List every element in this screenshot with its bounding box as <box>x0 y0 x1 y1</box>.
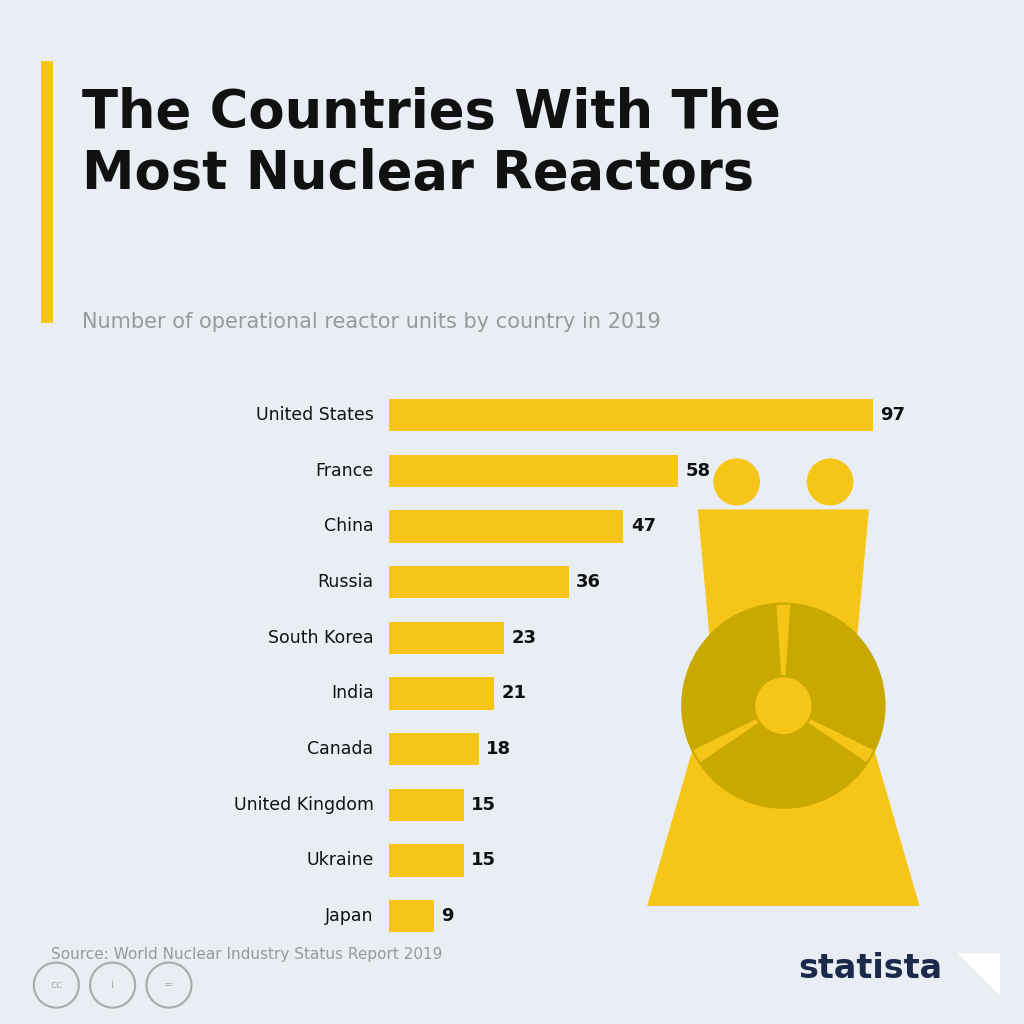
Text: Japan: Japan <box>325 907 374 925</box>
Text: Number of operational reactor units by country in 2019: Number of operational reactor units by c… <box>82 312 660 333</box>
Text: i: i <box>111 980 115 990</box>
Text: 36: 36 <box>577 573 601 591</box>
Text: Source: World Nuclear Industry Status Report 2019: Source: World Nuclear Industry Status Re… <box>51 947 442 963</box>
Bar <box>389 677 494 710</box>
Text: 15: 15 <box>471 796 497 814</box>
Bar <box>389 510 624 543</box>
Text: 97: 97 <box>881 407 905 424</box>
Wedge shape <box>699 722 867 808</box>
Text: France: France <box>315 462 374 479</box>
Circle shape <box>756 678 811 733</box>
Text: Most Nuclear Reactors: Most Nuclear Reactors <box>82 148 754 201</box>
Circle shape <box>807 459 853 506</box>
Bar <box>389 845 464 877</box>
Text: 58: 58 <box>686 462 711 479</box>
Wedge shape <box>682 604 781 751</box>
Bar <box>389 788 464 821</box>
Bar <box>389 622 504 654</box>
Text: 47: 47 <box>631 517 656 536</box>
Text: China: China <box>324 517 374 536</box>
Text: United Kingdom: United Kingdom <box>233 796 374 814</box>
Bar <box>389 733 479 765</box>
Text: 23: 23 <box>511 629 537 647</box>
Text: The Countries With The: The Countries With The <box>82 87 780 139</box>
Text: Russia: Russia <box>317 573 374 591</box>
Wedge shape <box>785 604 885 751</box>
Text: 18: 18 <box>486 740 511 758</box>
Text: India: India <box>331 684 374 702</box>
Circle shape <box>714 459 760 506</box>
Text: 21: 21 <box>502 684 526 702</box>
Polygon shape <box>957 953 1000 996</box>
Bar <box>389 566 568 598</box>
Bar <box>389 900 434 932</box>
Text: Ukraine: Ukraine <box>306 852 374 869</box>
Bar <box>389 399 872 431</box>
Text: Canada: Canada <box>307 740 374 758</box>
Text: 15: 15 <box>471 852 497 869</box>
Text: South Korea: South Korea <box>268 629 374 647</box>
Polygon shape <box>647 509 920 906</box>
Text: 9: 9 <box>441 907 454 925</box>
Text: =: = <box>164 980 174 990</box>
Text: statista: statista <box>799 952 943 985</box>
Bar <box>389 455 678 486</box>
Text: cc: cc <box>50 980 62 990</box>
Text: United States: United States <box>256 407 374 424</box>
